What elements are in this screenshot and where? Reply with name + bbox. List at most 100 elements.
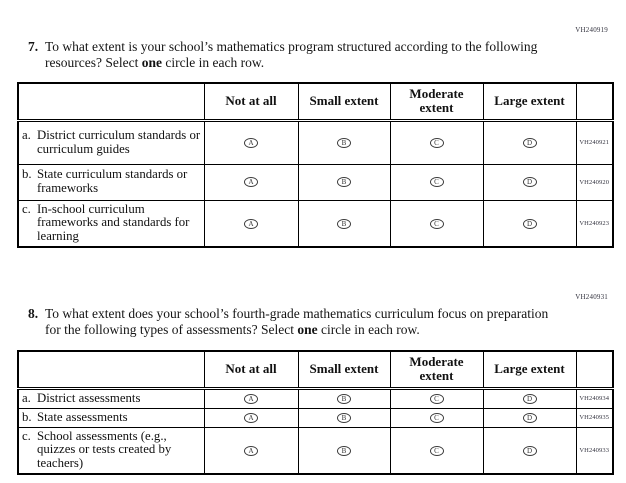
question-8-text-bold: one	[297, 322, 318, 338]
option-cell-large-extent: D	[482, 119, 577, 165]
answer-circle-b[interactable]: B	[337, 218, 351, 229]
row-letter: c.	[22, 428, 31, 443]
row-label-text: District assessments	[37, 390, 141, 405]
question-7-response-table: Not at all Small extent Moderate extent …	[17, 82, 614, 249]
answer-circle-a[interactable]: A	[244, 412, 258, 423]
question-7-item-code: VH240919	[575, 26, 608, 34]
option-cell-small-extent: B	[297, 119, 391, 165]
question-8-response-table: Not at all Small extent Moderate extent …	[17, 350, 614, 476]
answer-circle-a[interactable]: A	[244, 218, 258, 229]
row-letter: b.	[22, 409, 32, 424]
answer-circle-d[interactable]: D	[522, 393, 537, 404]
row-label-text: State curriculum standards or frameworks	[37, 167, 188, 196]
answer-circle-a[interactable]: A	[244, 445, 258, 456]
option-cell-not-at-all: A	[203, 163, 299, 201]
answer-circle-d[interactable]: D	[522, 412, 537, 423]
question-7-number: 7.	[28, 39, 39, 54]
answer-circle-c[interactable]: C	[429, 218, 444, 229]
row-code: VH240923	[575, 199, 614, 248]
option-cell-moderate-extent: C	[389, 387, 484, 409]
row-label-text: District curriculum standards or curricu…	[37, 127, 201, 156]
question-8-text-post: circle in each row.	[317, 322, 420, 338]
answer-circle-c[interactable]: C	[429, 137, 444, 148]
answer-circle-c[interactable]: C	[429, 412, 444, 423]
option-cell-large-extent: D	[482, 407, 577, 428]
answer-circle-b[interactable]: B	[337, 137, 351, 148]
question-8: 8. To what extent does your school’s fou…	[28, 306, 553, 339]
question-8-item-code: VH240931	[575, 293, 608, 301]
answer-circle-d[interactable]: D	[522, 218, 537, 229]
question-7-text-bold: one	[141, 55, 162, 71]
answer-circle-b[interactable]: B	[337, 393, 351, 404]
row-label-text: State assessments	[37, 409, 128, 424]
option-cell-not-at-all: A	[203, 199, 299, 248]
row-code: VH240933	[575, 426, 614, 475]
row-label: c. In-school curriculum frameworks and s…	[17, 199, 205, 248]
column-header-moderate-extent: Moderate extent	[389, 350, 484, 390]
answer-circle-b[interactable]: B	[337, 412, 351, 423]
column-header-small-extent: Small extent	[297, 82, 391, 122]
row-code: VH240935	[575, 407, 614, 428]
header-empty-cell	[17, 82, 205, 122]
answer-circle-a[interactable]: A	[244, 177, 258, 188]
option-cell-moderate-extent: C	[389, 119, 484, 165]
row-code: VH240921	[575, 119, 614, 165]
row-label: a. District assessments	[17, 387, 205, 409]
answer-circle-d[interactable]: D	[522, 445, 537, 456]
answer-circle-d[interactable]: D	[522, 177, 537, 188]
row-letter: a.	[22, 390, 31, 405]
answer-circle-b[interactable]: B	[337, 445, 351, 456]
row-letter: c.	[22, 201, 31, 216]
row-letter: b.	[22, 167, 32, 182]
answer-circle-d[interactable]: D	[522, 137, 537, 148]
row-label-text: In-school curriculum frameworks and stan…	[37, 201, 190, 244]
row-letter: a.	[22, 127, 31, 142]
answer-circle-a[interactable]: A	[244, 393, 258, 404]
answer-circle-b[interactable]: B	[337, 177, 351, 188]
column-header-small-extent: Small extent	[297, 350, 391, 390]
question-8-text: To what extent does your school’s fourth…	[45, 306, 553, 339]
header-row: Not at all Small extent Moderate extent …	[17, 350, 614, 390]
option-cell-large-extent: D	[482, 426, 577, 475]
row-label: c. School assessments (e.g., quizzes or …	[17, 426, 205, 475]
option-cell-small-extent: B	[297, 199, 391, 248]
column-header-large-extent: Large extent	[482, 82, 577, 122]
question-7: 7. To what extent is your school’s mathe…	[28, 39, 553, 72]
row-label: b. State assessments	[17, 407, 205, 428]
option-cell-large-extent: D	[482, 163, 577, 201]
answer-circle-c[interactable]: C	[429, 177, 444, 188]
header-code-cell	[575, 350, 614, 390]
column-header-not-at-all: Not at all	[203, 350, 299, 390]
answer-circle-c[interactable]: C	[429, 445, 444, 456]
column-header-not-at-all: Not at all	[203, 82, 299, 122]
table-row: a. District assessments A B C D VH240934	[17, 387, 614, 409]
header-empty-cell	[17, 350, 205, 390]
row-label-text: School assessments (e.g., quizzes or tes…	[37, 428, 172, 471]
question-8-text-pre: To what extent does your school’s fourth…	[45, 306, 549, 338]
table-row: a. District curriculum standards or curr…	[17, 119, 614, 165]
option-cell-small-extent: B	[297, 407, 391, 428]
option-cell-small-extent: B	[297, 387, 391, 409]
option-cell-not-at-all: A	[203, 426, 299, 475]
answer-circle-c[interactable]: C	[429, 393, 444, 404]
option-cell-not-at-all: A	[203, 119, 299, 165]
option-cell-not-at-all: A	[203, 407, 299, 428]
option-cell-large-extent: D	[482, 387, 577, 409]
row-code: VH240934	[575, 387, 614, 409]
question-8-number: 8.	[28, 306, 39, 321]
column-header-large-extent: Large extent	[482, 350, 577, 390]
answer-circle-a[interactable]: A	[244, 137, 258, 148]
table-row: c. In-school curriculum frameworks and s…	[17, 199, 614, 248]
row-label: a. District curriculum standards or curr…	[17, 119, 205, 165]
table-row: b. State curriculum standards or framewo…	[17, 163, 614, 201]
row-label: b. State curriculum standards or framewo…	[17, 163, 205, 201]
option-cell-large-extent: D	[482, 199, 577, 248]
option-cell-small-extent: B	[297, 163, 391, 201]
row-code: VH240920	[575, 163, 614, 201]
question-7-text-post: circle in each row.	[161, 55, 265, 71]
table-row: b. State assessments A B C D VH240935	[17, 407, 614, 428]
option-cell-moderate-extent: C	[389, 426, 484, 475]
option-cell-moderate-extent: C	[389, 163, 484, 201]
option-cell-moderate-extent: C	[389, 407, 484, 428]
